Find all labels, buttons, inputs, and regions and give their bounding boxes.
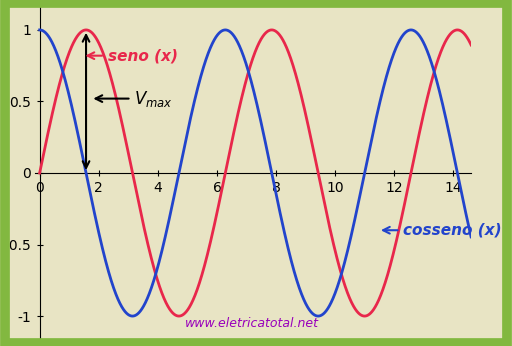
Text: cosseno (x): cosseno (x) (383, 223, 502, 238)
Text: seno (x): seno (x) (88, 48, 178, 63)
Text: www.eletricatotal.net: www.eletricatotal.net (185, 317, 319, 330)
Text: $V_{max}$: $V_{max}$ (96, 89, 173, 109)
